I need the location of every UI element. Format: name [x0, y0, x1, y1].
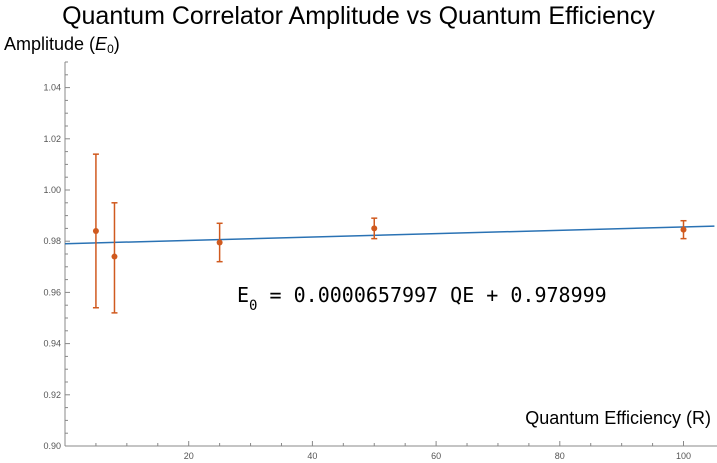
equation-plus: + — [486, 283, 498, 307]
equation-coefficient: 0.0000657997 — [294, 283, 439, 307]
y-axis-label-subscript: 0 — [107, 42, 114, 56]
data-point-2 — [111, 202, 118, 314]
x-tick-label: 60 — [431, 451, 441, 461]
y-axis-label-suffix: ) — [113, 34, 120, 54]
y-tick-label: 1.00 — [43, 185, 61, 195]
y-tick-label: 0.94 — [43, 339, 61, 349]
equation-equals: = — [257, 283, 293, 307]
y-tick-label: 0.96 — [43, 287, 61, 297]
y-tick-label: 0.98 — [43, 236, 61, 246]
equation-intercept: 0.978999 — [498, 283, 606, 307]
data-point-marker — [111, 253, 118, 260]
y-tick-label: 0.90 — [43, 441, 61, 451]
y-tick-label: 1.04 — [43, 83, 61, 93]
data-point-5 — [680, 219, 687, 240]
fit-equation: E0 = 0.0000657997 QE + 0.978999 — [237, 283, 607, 314]
x-axis-label: Quantum Efficiency (R) — [525, 408, 711, 428]
x-tick-label: 20 — [184, 451, 194, 461]
chart-title: Quantum Correlator Amplitude vs Quantum … — [62, 2, 655, 30]
y-tick-label: 1.02 — [43, 134, 61, 144]
data-point-1 — [92, 153, 99, 309]
y-axis-label-symbol: E — [95, 34, 108, 54]
data-point-4 — [371, 217, 378, 240]
y-axis-label: Amplitude (E0) — [4, 34, 120, 56]
y-tick-label: 0.92 — [43, 390, 61, 400]
data-point-marker — [216, 239, 223, 246]
y-axis-label-text: Amplitude ( — [4, 34, 96, 54]
data-point-marker — [371, 225, 378, 232]
x-tick-label: 100 — [676, 451, 691, 461]
fit-line — [64, 225, 715, 245]
equation-lhs: E — [237, 283, 249, 307]
x-tick-label: 80 — [555, 451, 565, 461]
data-point-marker — [92, 227, 99, 234]
equation-variable: QE — [438, 283, 486, 307]
data-point-3 — [216, 222, 223, 263]
equation-lhs-subscript: 0 — [249, 298, 257, 314]
x-tick-label: 40 — [307, 451, 317, 461]
data-point-marker — [680, 226, 687, 233]
